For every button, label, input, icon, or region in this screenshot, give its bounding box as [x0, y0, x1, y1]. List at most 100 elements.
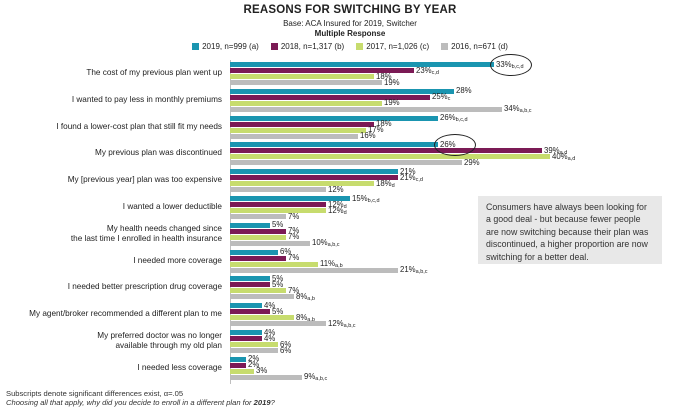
bar — [230, 348, 278, 353]
data-label: 29% — [464, 157, 480, 167]
legend-item-2: 2017, n=1,026 (c) — [356, 42, 429, 51]
bar — [230, 62, 494, 67]
data-label: 18% — [376, 71, 392, 81]
data-label: 5% — [272, 273, 284, 283]
bar — [230, 342, 278, 347]
data-label: 25%c — [432, 92, 451, 103]
data-label: 11%a,b — [320, 259, 343, 270]
data-label: 19% — [384, 98, 400, 108]
data-label: 5% — [272, 279, 284, 289]
bar — [230, 282, 270, 288]
category-label: I needed more coverage — [133, 255, 222, 265]
bar — [230, 169, 398, 175]
data-label: 40%a,d — [552, 151, 576, 162]
data-label: 2% — [248, 360, 260, 370]
legend-item-1: 2018, n=1,317 (b) — [270, 42, 345, 51]
highlight-circle — [434, 134, 476, 157]
bar — [230, 336, 262, 341]
data-label: 21%a,b,c — [400, 265, 428, 276]
data-label: 12% — [328, 184, 344, 194]
bar — [230, 74, 374, 79]
bar — [230, 228, 286, 234]
bar — [230, 321, 326, 327]
bar — [230, 255, 286, 261]
legend: 2019, n=999 (a) 2018, n=1,317 (b) 2017, n=… — [0, 42, 700, 51]
data-label: 6% — [280, 345, 292, 355]
bar — [230, 222, 270, 228]
bar — [230, 362, 246, 368]
category-label: My preferred doctor was no longer availab… — [97, 331, 222, 350]
category-label: My health needs changed since the last ti… — [70, 223, 222, 243]
data-label: 17% — [368, 125, 384, 135]
bar — [230, 181, 374, 187]
data-label: 2% — [248, 354, 260, 364]
data-label: 18% — [376, 119, 392, 129]
category-label: The cost of my previous plan went up — [86, 68, 222, 77]
bar — [230, 196, 350, 201]
category-label: I found a lower-cost plan that still fit… — [56, 121, 222, 131]
bar — [230, 214, 286, 219]
bar — [230, 94, 430, 100]
bar — [230, 249, 278, 255]
insight-callout: Consumers have always been looking for a… — [478, 196, 662, 264]
bar — [230, 127, 366, 133]
question-suffix: ? — [270, 398, 275, 407]
data-label: 5% — [272, 306, 284, 316]
bar — [230, 160, 462, 166]
bar — [230, 175, 398, 181]
category-label: My [previous year] plan was too expensiv… — [67, 175, 222, 185]
data-label: 39%a,d — [544, 145, 568, 156]
highlight-circle — [490, 54, 532, 76]
data-label: 21% — [400, 166, 416, 176]
data-label: 15%b,c,d — [352, 193, 380, 204]
data-label: 7% — [288, 253, 300, 263]
bar — [230, 115, 438, 121]
data-label: 6% — [280, 339, 292, 349]
bar — [230, 187, 326, 193]
data-label: 12%a,b,c — [328, 318, 356, 329]
data-label: 5% — [272, 220, 284, 230]
data-label: 12%d — [328, 199, 347, 210]
bar — [230, 154, 550, 160]
bar — [230, 330, 262, 335]
bar — [230, 88, 454, 94]
bar — [230, 133, 358, 139]
data-label: 4% — [264, 333, 276, 343]
bar — [230, 309, 270, 315]
legend-swatch — [192, 43, 200, 50]
bar — [230, 142, 438, 148]
bar — [230, 148, 542, 154]
bar — [230, 374, 302, 380]
bar — [230, 80, 382, 85]
data-label: 4% — [264, 300, 276, 310]
data-label: 34%a,b,c — [504, 104, 532, 115]
data-label: 4% — [264, 327, 276, 337]
category-label: I needed better prescription drug covera… — [67, 282, 222, 292]
bar — [230, 100, 382, 106]
chart-subtitle-response: Multiple Response — [314, 29, 386, 38]
category-label: My previous plan was discontinued — [95, 148, 222, 158]
chart-subtitle: Base: ACA Insured for 2019, Switcher — [283, 19, 417, 28]
legend-swatch — [441, 43, 449, 50]
category-label: I wanted to pay less in monthly premiums — [71, 94, 222, 104]
data-label: 19% — [384, 77, 400, 87]
bar — [230, 303, 262, 309]
category-label: My agent/broker recommended a different … — [29, 309, 222, 319]
data-label: 26%b,c,d — [440, 113, 468, 124]
data-label: 6% — [280, 247, 292, 257]
question-year: 2019 — [253, 398, 271, 407]
question-prefix: Choosing all that apply, why did you dec… — [6, 398, 254, 407]
chart-title: REASONS FOR SWITCHING BY YEAR — [243, 4, 457, 16]
data-label: 21%c,d — [400, 172, 423, 183]
bar — [230, 234, 286, 240]
bar — [230, 368, 254, 374]
legend-item-3: 2016, n=671 (d) — [441, 42, 508, 51]
category-label: I wanted a lower deductible — [122, 202, 222, 211]
bar — [230, 288, 286, 294]
bar — [230, 267, 398, 273]
legend-label: 2018, n=1,317 (b) — [280, 42, 345, 51]
data-label: 8%a,b — [296, 291, 315, 302]
data-label: 7% — [288, 285, 300, 295]
data-label: 3% — [256, 366, 268, 376]
bar — [230, 106, 502, 112]
